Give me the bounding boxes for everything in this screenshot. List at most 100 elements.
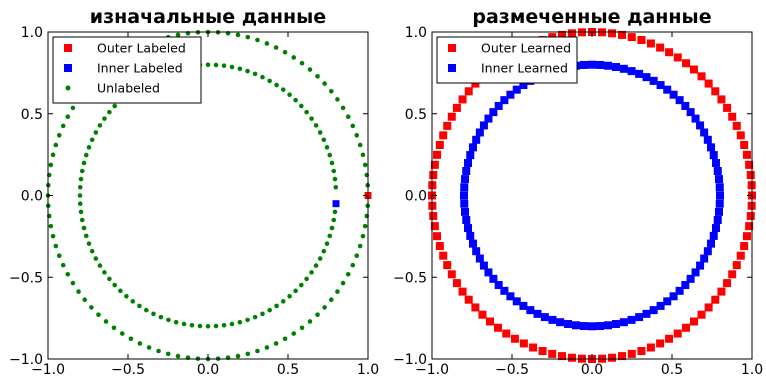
unlabeled-point: [283, 336, 288, 341]
outer-learned-point: [743, 232, 751, 240]
unlabeled-point: [314, 123, 319, 128]
outer-learned-point: [637, 347, 645, 355]
outer-learned-point: [429, 171, 437, 179]
unlabeled-point: [236, 33, 241, 38]
outer-learned-point: [723, 104, 731, 112]
unlabeled-point: [130, 299, 135, 304]
unlabeled-point: [71, 281, 76, 286]
unlabeled-point: [274, 83, 279, 88]
inner-labeled-point: [333, 200, 340, 207]
inner-learned-point: [460, 200, 468, 208]
unlabeled-point: [112, 283, 117, 288]
outer-learned-point: [608, 29, 616, 37]
inner-learned-point: [642, 310, 650, 318]
unlabeled-point: [102, 270, 107, 275]
inner-learned-point: [710, 151, 718, 159]
inner-learned-point: [650, 306, 658, 314]
unlabeled-point: [358, 244, 363, 249]
inner-learned-point: [642, 73, 650, 81]
inner-learned-point: [572, 321, 580, 329]
inner-learned-point: [712, 224, 720, 232]
inner-learned-point: [604, 321, 612, 329]
outer-learned-point: [705, 80, 713, 88]
x-tick-label: −0.5: [111, 362, 145, 378]
unlabeled-point: [333, 177, 338, 182]
unlabeled-point: [166, 352, 171, 357]
inner-learned-point: [461, 208, 469, 216]
outer-learned-point: [453, 279, 461, 287]
outer-learned-point: [494, 324, 502, 332]
outer-learned-point: [690, 317, 698, 325]
unlabeled-point: [322, 249, 327, 254]
unlabeled-point: [291, 55, 296, 60]
outer-learned-point: [548, 350, 556, 358]
unlabeled-point: [245, 318, 250, 323]
unlabeled-point: [57, 253, 62, 258]
unlabeled-point: [51, 234, 56, 239]
unlabeled-point: [361, 153, 366, 158]
inner-learned-point: [469, 143, 477, 151]
x-tick-label: −0.5: [495, 362, 529, 378]
unlabeled-point: [330, 161, 335, 166]
outer-learned-point: [637, 36, 645, 44]
unlabeled-point: [51, 153, 56, 158]
inner-learned-point: [596, 61, 604, 69]
unlabeled-point: [94, 130, 99, 135]
inner-learned-point: [580, 61, 588, 69]
x-tick-label: 0.0: [581, 362, 603, 378]
legend: Outer Learned Inner Learned: [437, 37, 577, 83]
outer-learned-point: [682, 324, 690, 332]
outer-learned-point: [459, 288, 467, 296]
inner-learned-point: [704, 136, 712, 144]
inner-learned-point: [716, 183, 724, 191]
unlabeled-point: [78, 201, 83, 206]
y-tick-label: −1.0: [393, 352, 427, 368]
unlabeled-point: [78, 193, 83, 198]
unlabeled-point: [214, 324, 219, 329]
outer-learned-point: [433, 232, 441, 240]
outer-learned-point: [459, 95, 467, 103]
outer-learned-point: [443, 122, 451, 130]
unlabeled-point: [230, 322, 235, 327]
inner-learned-point: [476, 128, 484, 136]
outer-learned-point: [453, 104, 461, 112]
unlabeled-point: [49, 163, 54, 168]
unlabeled-point: [120, 331, 125, 336]
outer-learned-point: [665, 48, 673, 56]
inner-learned-point: [596, 322, 604, 330]
outer-learned-point: [443, 261, 451, 269]
unlabeled-point: [331, 218, 336, 223]
unlabeled-point: [57, 133, 62, 138]
outer-learned-point: [747, 171, 755, 179]
unlabeled-point: [300, 61, 305, 66]
inner-learned-point: [715, 175, 723, 183]
unlabeled-point: [322, 138, 327, 143]
outer-learned-point: [647, 344, 655, 352]
outer-learned-point: [733, 122, 741, 130]
outer-learned-point: [740, 242, 748, 250]
chart-panel-1: изначальные данные−1.0−1.0−0.5−0.50.00.0…: [9, 6, 379, 378]
unlabeled-point: [245, 352, 250, 357]
outer-learned-point: [728, 270, 736, 278]
unlabeled-point: [322, 305, 327, 310]
inner-learned-point: [657, 81, 665, 89]
inner-learned-point: [462, 216, 470, 224]
unlabeled-point: [230, 65, 235, 70]
unlabeled-point: [309, 270, 314, 275]
inner-learned-point: [612, 63, 620, 71]
unlabeled-point: [65, 114, 70, 119]
outer-learned-point: [690, 66, 698, 74]
unlabeled-point: [79, 210, 84, 215]
unlabeled-point: [104, 319, 109, 324]
unlabeled-point: [112, 104, 117, 109]
unlabeled-point: [309, 116, 314, 121]
unlabeled-point: [174, 320, 179, 325]
inner-learned-point: [476, 255, 484, 263]
outer-learned-point: [436, 141, 444, 149]
unlabeled-point: [71, 106, 76, 111]
inner-learned-point: [461, 175, 469, 183]
outer-learned-point: [656, 339, 664, 347]
outer-learned-point: [737, 131, 745, 139]
legend-marker: [448, 44, 456, 52]
inner-learned-point: [580, 322, 588, 330]
